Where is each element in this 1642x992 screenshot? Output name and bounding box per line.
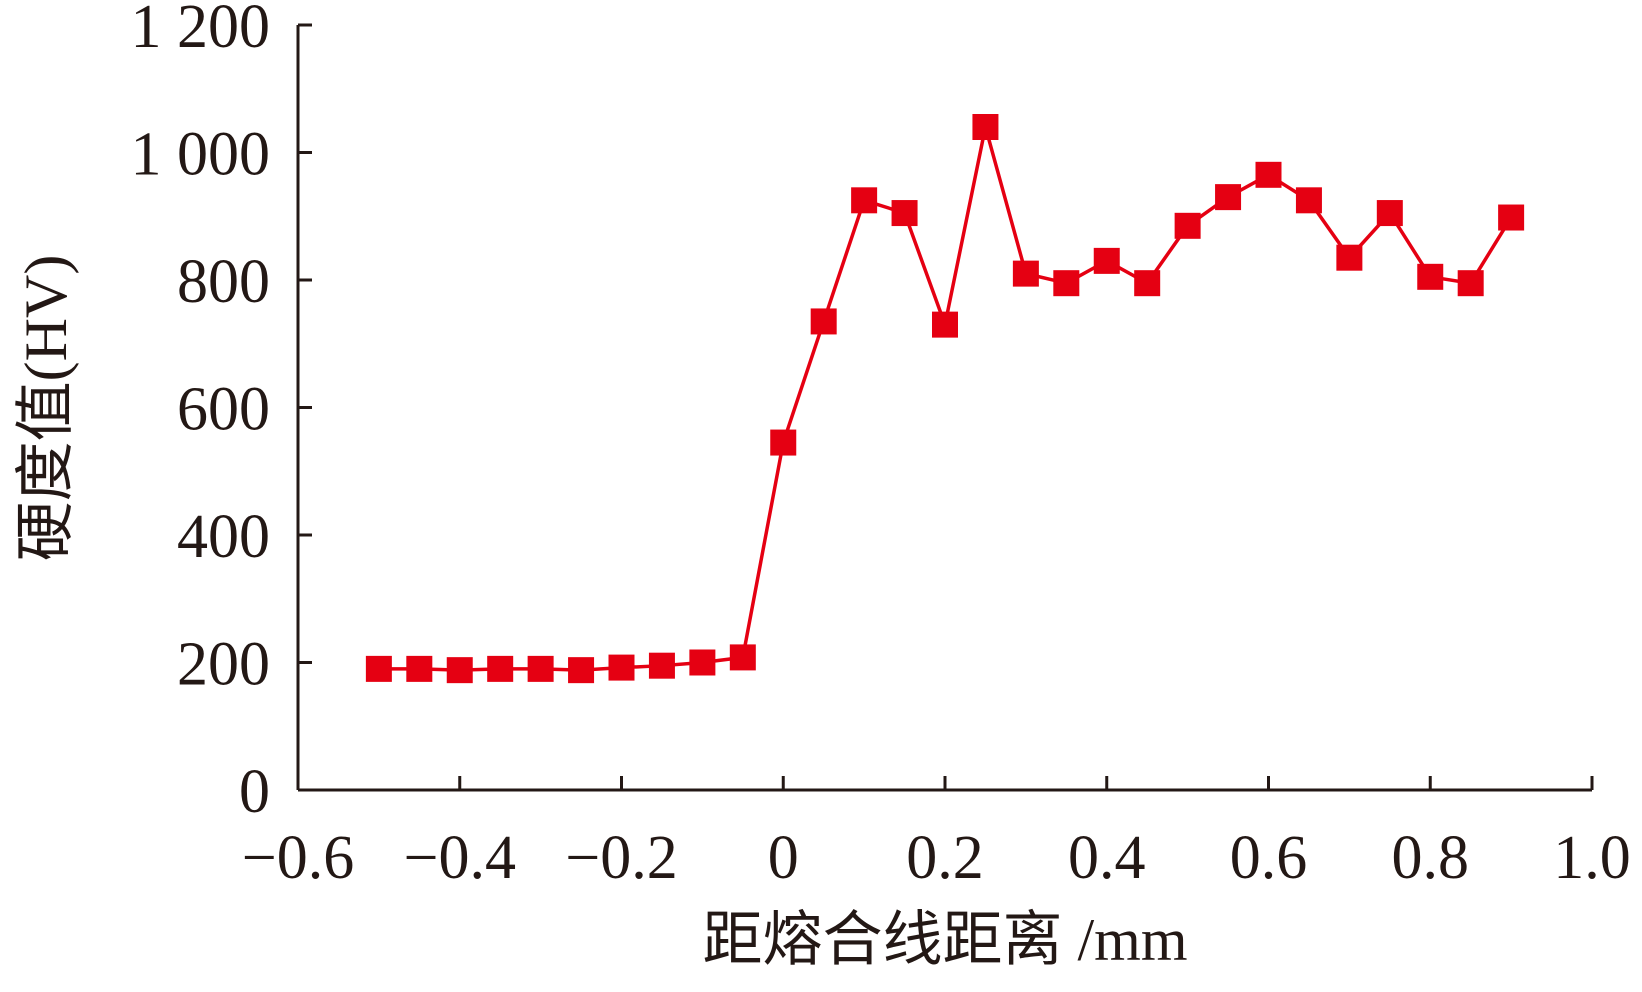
data-point	[1255, 161, 1282, 188]
data-point	[406, 655, 433, 682]
y-tick-label: 400	[177, 503, 270, 571]
x-tick-label: −0.4	[404, 824, 516, 892]
data-point	[648, 652, 675, 679]
y-axis-title: 硬度值(HV)	[13, 255, 79, 562]
y-tick-label: 600	[177, 376, 270, 444]
x-tick-label: 0.6	[1230, 824, 1308, 892]
x-tick-label: −0.2	[565, 824, 677, 892]
y-tick-label: 1 000	[131, 121, 271, 189]
x-tick-label: 1.0	[1553, 824, 1631, 892]
data-point	[608, 654, 635, 681]
data-point	[689, 649, 716, 676]
x-tick-label: 0	[768, 824, 799, 892]
data-point	[1012, 260, 1039, 287]
data-point	[446, 657, 473, 684]
data-point	[810, 308, 837, 335]
data-point	[1134, 270, 1161, 297]
x-tick-label: 0.2	[906, 824, 984, 892]
data-point	[972, 114, 999, 140]
data-point	[1376, 200, 1403, 227]
data-point	[1336, 244, 1363, 271]
data-point	[365, 655, 392, 682]
data-point	[932, 311, 958, 338]
data-point	[729, 644, 756, 671]
data-point	[891, 200, 918, 227]
data-point	[770, 429, 797, 456]
data-point	[487, 655, 514, 682]
data-point	[1093, 247, 1120, 274]
data-point	[568, 657, 595, 684]
x-tick-label: 0.4	[1068, 824, 1146, 892]
series-line	[378, 126, 1513, 672]
y-tick-label: 0	[239, 758, 270, 826]
data-point	[1498, 204, 1525, 231]
data-point	[851, 187, 878, 214]
data-point	[1174, 212, 1201, 239]
data-point	[1417, 263, 1444, 290]
data-point	[1215, 184, 1242, 211]
x-axis-title: 距熔合线距离 /mm	[702, 907, 1187, 973]
y-tick-label: 200	[177, 631, 270, 699]
data-point	[1295, 187, 1322, 214]
x-tick-label: −0.6	[242, 824, 354, 892]
y-tick-label: 800	[177, 248, 270, 316]
y-tick-label: 1 200	[131, 0, 271, 61]
data-point	[1457, 270, 1484, 297]
data-point	[527, 655, 554, 682]
x-tick-label: 0.8	[1392, 824, 1470, 892]
data-point	[1053, 270, 1080, 297]
